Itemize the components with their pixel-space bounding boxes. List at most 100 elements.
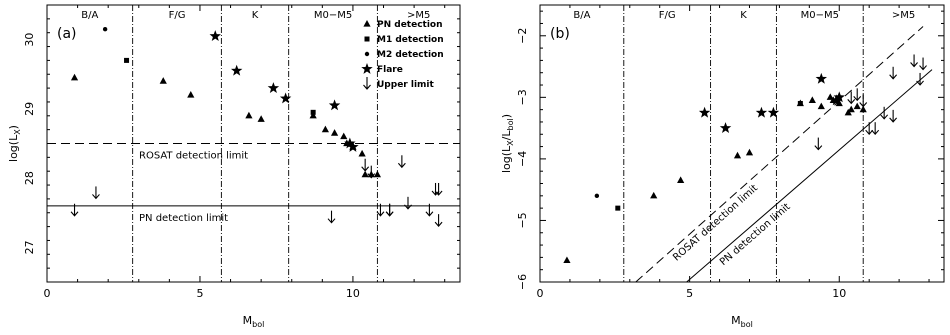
arrow-head <box>889 117 898 123</box>
star-marker-s3-p3 <box>767 106 780 118</box>
band-label: M0−M5 <box>801 10 839 21</box>
triangle-marker-s0-p6 <box>321 125 329 133</box>
arrow-head <box>434 221 443 227</box>
legend-label: M2 detection <box>377 50 444 60</box>
band-label: M0−M5 <box>314 10 352 21</box>
x-axis: 0 5 10 <box>44 5 446 300</box>
upper-limit-marker-s4-p9 <box>404 196 412 210</box>
arrow-head <box>916 80 924 86</box>
triangle-marker-s0-p0 <box>70 73 79 81</box>
band-label: F/G <box>659 10 676 21</box>
upper-limit-marker-s4-p7 <box>889 66 898 80</box>
band-label: F/G <box>169 10 186 21</box>
triangle-marker-s0-p0 <box>563 256 571 264</box>
upper-limit-marker-s4-p0 <box>814 137 823 151</box>
triangle-marker-s0-p5 <box>309 111 317 119</box>
dot-marker-s2-p0 <box>594 193 600 199</box>
rosat-limit-label: ROSAT detection limit <box>139 151 248 162</box>
series-4 <box>70 155 443 227</box>
legend-label: PN detection <box>377 20 443 30</box>
square-marker-s1-p1 <box>797 100 803 106</box>
triangle-marker-sL0-p0 <box>363 20 371 27</box>
triangle-marker-s0-p6 <box>808 96 816 104</box>
y-axis-title: log(LX/Lbol) <box>500 114 515 173</box>
triangle-marker-s0-p7 <box>330 129 339 136</box>
upper-limit-marker-s4-p2 <box>327 210 336 224</box>
arrow-head <box>397 162 406 169</box>
arrow-head <box>880 114 889 120</box>
y-tick-label: 27 <box>23 240 36 254</box>
y-tick-label: −2 <box>516 28 529 44</box>
arrow-head <box>814 145 823 151</box>
plot-frame <box>539 4 945 283</box>
arrow-head <box>385 211 394 217</box>
series-2 <box>594 193 600 199</box>
band-label: >M5 <box>892 10 915 21</box>
y-tick-label: −3 <box>516 89 529 105</box>
arrow-head <box>92 194 100 200</box>
spectral-bands: B/A F/G K M0−M5 >M5 <box>573 5 915 282</box>
arrow-head <box>327 218 336 224</box>
chart-panel-0: 0 5 10 27 28 29 30 Mbol log(LX) B/A F/G K M0−M5 >M5 (a… <box>7 4 461 329</box>
reference-lines <box>635 26 933 282</box>
y-axis-title: log(LX) <box>7 125 22 162</box>
y-axis-title-sub: X <box>13 129 22 135</box>
y-tick-label: 28 <box>23 171 36 185</box>
triangle-marker-s0-p8 <box>826 93 834 100</box>
x-axis-title-sub: bol <box>741 320 753 329</box>
arrow-head <box>70 211 79 217</box>
star-marker-s3-p1 <box>719 122 732 133</box>
x-axis-title: Mbol <box>243 314 265 329</box>
dot-marker-sL2-p0 <box>364 51 370 57</box>
star-marker-sL3-p0 <box>361 63 373 74</box>
y-axis-title-main: log(L <box>500 145 513 173</box>
band-label: B/A <box>81 10 98 21</box>
upper-limit-marker-s4-p2 <box>853 88 862 102</box>
panel-label: (b) <box>550 26 570 42</box>
x-axis-title: Mbol <box>731 314 753 329</box>
triangle-marker-s0-p2 <box>187 91 195 98</box>
arrow-head <box>404 204 412 210</box>
series-4 <box>814 54 927 151</box>
dot-marker-s2-p0 <box>102 27 108 32</box>
data-markers <box>563 54 927 264</box>
y-axis-title-sub: X <box>506 140 515 146</box>
band-label: K <box>740 10 747 21</box>
triangle-marker-s0-p4 <box>257 115 265 122</box>
x-axis-title-sub: bol <box>252 320 264 329</box>
upper-limit-marker-s4-p5 <box>376 203 385 217</box>
triangle-marker-s0-p12 <box>847 105 855 113</box>
upper-limit-marker-s4-p5 <box>871 122 880 136</box>
triangle-marker-s0-p3 <box>733 151 742 159</box>
triangle-marker-s0-p1 <box>159 77 167 84</box>
arrow-head <box>859 102 868 108</box>
upper-limit-marker-s4-p8 <box>397 155 406 169</box>
panel-label: (a) <box>57 26 77 42</box>
x-tick-label: 5 <box>196 287 203 300</box>
arrow-head <box>434 190 443 196</box>
y-axis-title-tail: ) <box>7 125 20 129</box>
data-markers <box>70 27 443 227</box>
x-tick-label: 10 <box>832 287 846 300</box>
series-0 <box>563 93 867 264</box>
triangle-marker-s0-p1 <box>650 191 658 199</box>
y-axis: 27 28 29 30 <box>23 4 460 283</box>
arrow-head <box>363 84 371 90</box>
triangle-marker-s0-p7 <box>817 102 825 110</box>
y-axis-title-mid: /L <box>500 130 513 141</box>
legend-label: M1 detection <box>377 35 444 45</box>
upper-limit-marker-s4-p11 <box>919 57 927 71</box>
band-label: >M5 <box>407 10 430 21</box>
x-axis-title-main: M <box>243 314 253 327</box>
arrow-head <box>431 190 440 196</box>
x-tick-label: 5 <box>686 287 693 300</box>
upper-limit-marker-s4-p1 <box>92 186 100 200</box>
upper-limit-marker-s4-p3 <box>361 158 370 172</box>
star-marker-s3-p5 <box>344 137 356 149</box>
star-marker-s3-p1 <box>230 64 243 76</box>
square-marker-s1-p1 <box>310 109 316 115</box>
triangle-marker-s0-p10 <box>835 99 843 107</box>
x-axis-title-main: M <box>731 314 741 327</box>
upper-limit-marker-s4-p7 <box>385 203 394 217</box>
